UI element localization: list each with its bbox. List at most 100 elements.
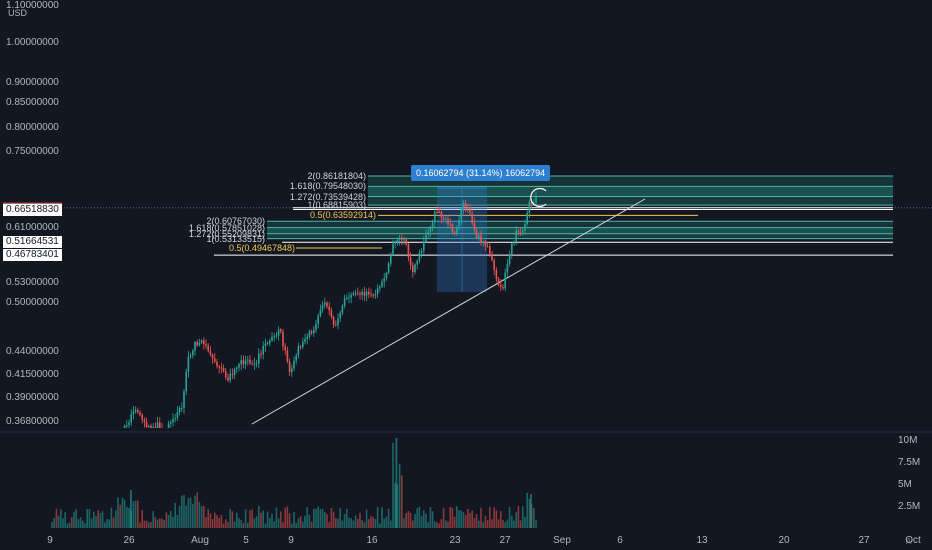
volume-bar [249,510,251,528]
volume-bar [381,507,383,528]
volume-bar [328,522,330,528]
volume-bar [522,506,524,528]
volume-axis-label: 7.5M [898,457,921,468]
volume-bar [196,492,198,528]
volume-bar [526,492,528,528]
candle-body [280,329,282,332]
volume-bar [431,511,434,528]
time-axis-label: 9 [47,535,53,546]
candle-body [511,243,513,255]
candle-body [123,425,126,428]
candle-body [277,329,280,336]
time-axis-label: 13 [696,535,708,546]
auto-scale-button[interactable]: A [906,537,912,546]
volume-bar [429,506,432,528]
candle-body [451,224,454,233]
candle-body [176,411,179,419]
candle-body [363,291,366,296]
candle-body [244,360,247,365]
candle-body [453,232,456,234]
volume-bar [84,523,86,528]
candle-body [233,368,236,375]
volume-bar [82,520,84,528]
candle-body [260,353,262,355]
candle-body [198,342,201,346]
candle-body [495,270,498,280]
candle-body [420,250,423,253]
fib-upper-label: 1.618(0.79548030) [289,181,366,192]
volume-bar [115,510,117,528]
volume-bar [159,518,161,528]
candle-body [350,294,352,298]
candle-body [348,297,350,299]
volume-bar [460,510,462,528]
candle-body [200,340,203,343]
volume-bar [383,518,385,528]
volume-bar [392,442,394,528]
volume-bar [141,510,143,528]
candle-body [216,361,218,367]
volume-bar [108,519,110,528]
candle-body [264,343,267,346]
candle-body [253,363,256,365]
volume-bar [79,517,82,528]
candle-body [319,309,322,316]
candle-body [308,331,311,337]
volume-bar [324,511,326,528]
volume-bar [95,515,97,528]
volume-bar [535,520,537,528]
price-axis-label: 1.00000000 [6,37,59,48]
price-axis-label: 0.36800000 [6,416,59,427]
volume-spike [530,494,532,528]
volume-bar [409,512,412,528]
volume-bar [88,508,91,528]
candle-body [240,360,242,365]
volume-bar [117,497,119,528]
volume-bar [414,514,416,528]
volume-bar [286,506,289,528]
candle-body [376,288,379,295]
volume-bar [482,522,484,528]
candle-body [271,336,273,341]
fib-zone-lower-2 [267,227,893,234]
time-axis-label: 9 [288,535,294,546]
fib-lower-label: 1.272(0.55209831) [188,228,265,239]
candle-body [500,284,502,288]
volume-bar [484,515,487,528]
candle-body [535,197,537,203]
time-axis-label: 16 [366,535,378,546]
volume-bar [288,513,291,528]
candle-body [475,230,478,239]
volume-bar [132,501,135,528]
candle-body [205,344,207,346]
volume-bar [214,512,216,528]
volume-bar [192,504,194,528]
candle-body [414,264,416,273]
candle-body [513,241,515,244]
candle-body [196,341,198,346]
volume-bar [271,513,273,528]
candle-body [249,359,251,364]
volume-bar [451,507,454,528]
volume-bar [255,516,258,528]
candle-body [242,360,245,365]
candle-body [405,239,407,245]
volume-bar [398,463,401,528]
candle-body [436,211,438,213]
fib-upper-label: 1(0.68815903) [307,200,366,211]
candle-body [315,323,317,330]
volume-bar [361,520,363,528]
volume-bar [442,508,445,528]
candle-body [387,263,390,273]
volume-bar [418,506,421,528]
fib-zone-upper-2 [368,186,893,197]
volume-bar [71,517,73,528]
volume-bar [167,514,170,528]
volume-bar [317,506,319,528]
volume-bar [134,500,137,528]
candle-body [174,418,176,420]
volume-bar [341,520,344,528]
candle-body [148,425,150,427]
